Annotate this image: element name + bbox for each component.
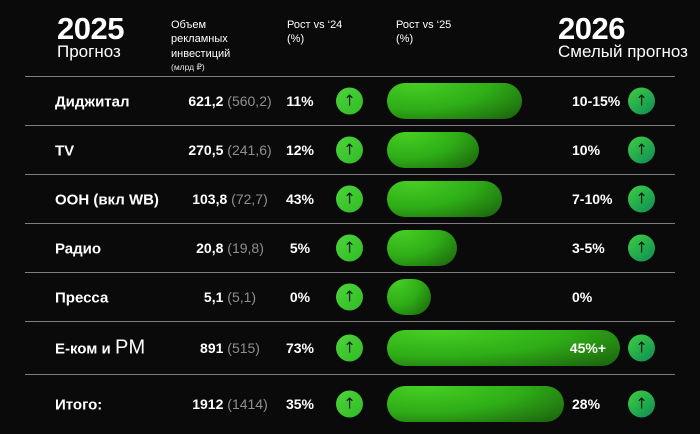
up-arrow-growth-badge: ↑ [336, 390, 363, 418]
up-arrow-icon: ↑ [343, 338, 356, 357]
forecast-2026-value: 7-10% [572, 191, 613, 207]
category-label: Пресса [55, 289, 109, 307]
investment-value: 891 (515) [200, 340, 260, 356]
category-label: Итого: [55, 396, 103, 414]
investment-value: 270,5 (241,6) [188, 142, 272, 158]
forecast-2026-value: 28% [572, 396, 601, 412]
up-arrow-2026-badge: ↑ [628, 136, 655, 164]
forecast-table: Диджитал 621,2 (560,2) 11% ↑ 10-15% ↑ TV… [25, 76, 675, 433]
up-arrow-icon: ↑ [635, 189, 648, 208]
bar-inline-value: 45%+ [569, 340, 606, 356]
up-arrow-icon: ↑ [343, 140, 356, 159]
up-arrow-growth-badge: ↑ [336, 185, 363, 213]
up-arrow-growth-badge: ↑ [336, 87, 363, 115]
table-row: Е-ком и РМ 891 (515) 73% ↑ 45%+ ↑ [25, 321, 675, 374]
year-2025-title: 2025 [57, 11, 124, 46]
table-row: OOH (вкл WB) 103,8 (72,7) 43% ↑ 7-10% ↑ [25, 174, 675, 223]
table-row: TV 270,5 (241,6) 12% ↑ 10% ↑ [25, 125, 675, 174]
category-label: TV [55, 142, 75, 160]
growth-bar [387, 386, 564, 422]
growth-vs24-value: 73% [285, 340, 315, 356]
forecast-2026-value: 3-5% [572, 240, 605, 256]
forecast-2026-value: 0% [572, 289, 593, 305]
table-row: Диджитал 621,2 (560,2) 11% ↑ 10-15% ↑ [25, 76, 675, 125]
growth-vs24-value: 11% [286, 93, 314, 109]
table-row: Итого: 1912 (1414) 35% ↑ 28% ↑ [25, 374, 675, 433]
investment-value: 1912 (1414) [192, 396, 268, 412]
growth-vs24-value: 12% [285, 142, 315, 158]
header: 2025 Прогноз Объем рекламных инвестиций(… [0, 0, 700, 76]
category-label: Е-ком и РМ [55, 336, 146, 359]
category-label: Радио [55, 240, 102, 258]
up-arrow-growth-badge: ↑ [336, 283, 363, 311]
growth-vs24-value: 5% [289, 240, 311, 256]
growth-bar [387, 181, 502, 217]
up-arrow-2026-badge: ↑ [628, 234, 655, 262]
growth-vs24-value: 35% [285, 396, 315, 412]
up-arrow-2026-badge: ↑ [628, 334, 655, 362]
growth-vs24-value: 43% [285, 191, 315, 207]
up-arrow-2026-badge: ↑ [628, 185, 655, 213]
up-arrow-icon: ↑ [635, 140, 648, 159]
up-arrow-icon: ↑ [343, 394, 356, 413]
table-row: Пресса 5,1 (5,1) 0% ↑ 0% ↑ [25, 272, 675, 321]
growth-vs24-value: 0% [289, 289, 311, 305]
forecast-2026-value: 10-15% [572, 93, 621, 109]
growth-bar [387, 279, 431, 315]
up-arrow-icon: ↑ [343, 91, 356, 110]
year-2025-subtitle: Прогноз [57, 42, 121, 61]
investment-value: 103,8 (72,7) [192, 191, 268, 207]
column-header-growth-vs24: Рост vs ‘24 (%) [287, 19, 343, 46]
growth-bar: 45%+ [387, 330, 620, 366]
up-arrow-growth-badge: ↑ [336, 136, 363, 164]
forecast-2026-value: 10% [572, 142, 601, 158]
column-header-growth-vs25: Рост vs ‘25 (%) [396, 19, 452, 46]
column-header-volume: Объем рекламных инвестиций (млрд ₽) [171, 18, 281, 73]
category-label: OOH (вкл WB) [55, 191, 159, 209]
up-arrow-growth-badge: ↑ [336, 334, 363, 362]
up-arrow-icon: ↑ [635, 394, 648, 413]
up-arrow-icon: ↑ [635, 91, 648, 110]
growth-bar [387, 230, 457, 266]
column-header-volume-unit: (млрд ₽) [171, 61, 205, 72]
up-arrow-2026-badge: ↑ [628, 87, 655, 115]
table-row: Радио 20,8 (19,8) 5% ↑ 3-5% ↑ [25, 223, 675, 272]
up-arrow-icon: ↑ [343, 189, 356, 208]
year-2026-subtitle: Смелый прогноз [558, 42, 688, 61]
up-arrow-icon: ↑ [635, 338, 648, 357]
up-arrow-icon: ↑ [343, 287, 356, 306]
column-header-volume-text: Объем рекламных инвестиций [171, 19, 231, 60]
growth-bar [387, 83, 522, 119]
growth-bar [387, 132, 479, 168]
year-2026-title: 2026 [558, 11, 625, 46]
up-arrow-2026-badge: ↑ [628, 390, 655, 418]
investment-value: 20,8 (19,8) [196, 240, 264, 256]
investment-value: 621,2 (560,2) [188, 93, 272, 109]
category-label: Диджитал [55, 93, 130, 111]
up-arrow-growth-badge: ↑ [336, 234, 363, 262]
up-arrow-icon: ↑ [635, 238, 648, 257]
up-arrow-icon: ↑ [343, 238, 356, 257]
investment-value: 5,1 (5,1) [203, 289, 257, 305]
